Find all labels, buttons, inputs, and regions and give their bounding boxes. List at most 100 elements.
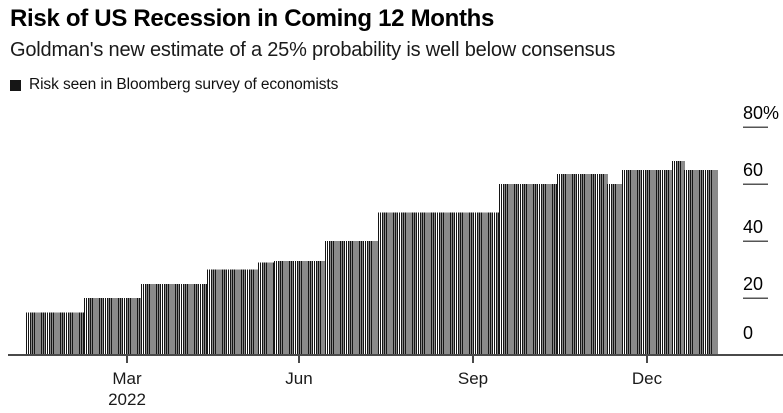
bar [334,241,336,355]
bar [431,212,433,355]
bar [212,269,214,355]
bar [637,169,639,355]
y-tick-label: 60 [743,160,763,180]
bar [133,298,135,355]
bar [614,184,616,355]
bar [104,298,107,355]
bar [579,174,581,355]
bar [604,174,606,355]
bar [122,298,124,355]
bar [146,283,148,355]
bar [566,174,568,355]
bar [429,212,431,355]
bar [196,283,198,355]
bar [224,269,226,355]
bar [650,169,652,355]
legend-swatch-icon [10,79,21,91]
bar [199,283,202,355]
bar [557,174,559,355]
bar [648,169,650,355]
bar [581,174,583,355]
bar [471,212,473,355]
bar [508,184,510,355]
bar [27,312,30,355]
bar [245,269,247,355]
bar [93,298,95,355]
bar [323,260,325,355]
bar [340,241,342,355]
x-tick [646,356,648,363]
bar [606,174,608,355]
bar [641,169,643,355]
bar [677,161,679,355]
bar [192,283,194,355]
bar [550,184,552,355]
bar [62,312,64,355]
bar [423,212,425,355]
bar [685,169,688,355]
bar [438,212,440,355]
bar [118,298,120,355]
bar [389,212,391,355]
bar [412,212,414,355]
chart-title: Risk of US Recession in Coming 12 Months [10,5,495,32]
bar [330,241,332,355]
bar [139,298,141,355]
bar [135,298,137,355]
bar [233,269,235,355]
bar [302,260,304,355]
bar [610,184,612,355]
bar [355,241,357,355]
bar [259,262,262,355]
bar [708,169,710,355]
bar [689,169,691,355]
bar [338,241,340,355]
bar [478,212,480,355]
bar [714,169,716,355]
bar [306,260,308,355]
bar [179,283,181,355]
bar [156,283,158,355]
bar [220,269,222,355]
bar [357,241,359,355]
bar [256,269,258,355]
bar [596,174,599,355]
bar [398,212,401,355]
bar [158,283,160,355]
bar [190,283,192,355]
bar [160,283,162,355]
bar [41,312,43,355]
bar [525,184,527,355]
bar [26,312,28,355]
bar [205,283,207,355]
bar [137,298,139,355]
bar [654,169,656,355]
bar [75,312,77,355]
bar [161,283,164,355]
bar [150,283,152,355]
bar [112,298,114,355]
bar [194,283,196,355]
bar [667,169,669,355]
bar [79,312,81,355]
bar [699,169,701,355]
bar [552,184,554,355]
bar [473,212,475,355]
bar [454,212,456,355]
bar [450,212,452,355]
bar [546,184,548,355]
bar [141,283,143,355]
bar [308,260,310,355]
bar [395,212,397,355]
bar [480,212,482,355]
bar [465,212,467,355]
bar [304,260,306,355]
bar [293,260,295,355]
bar [410,212,412,355]
bar [593,174,595,355]
y-tick [743,297,768,299]
bar [583,174,585,355]
bar [627,169,629,355]
bar [246,269,249,355]
bar [562,174,564,355]
